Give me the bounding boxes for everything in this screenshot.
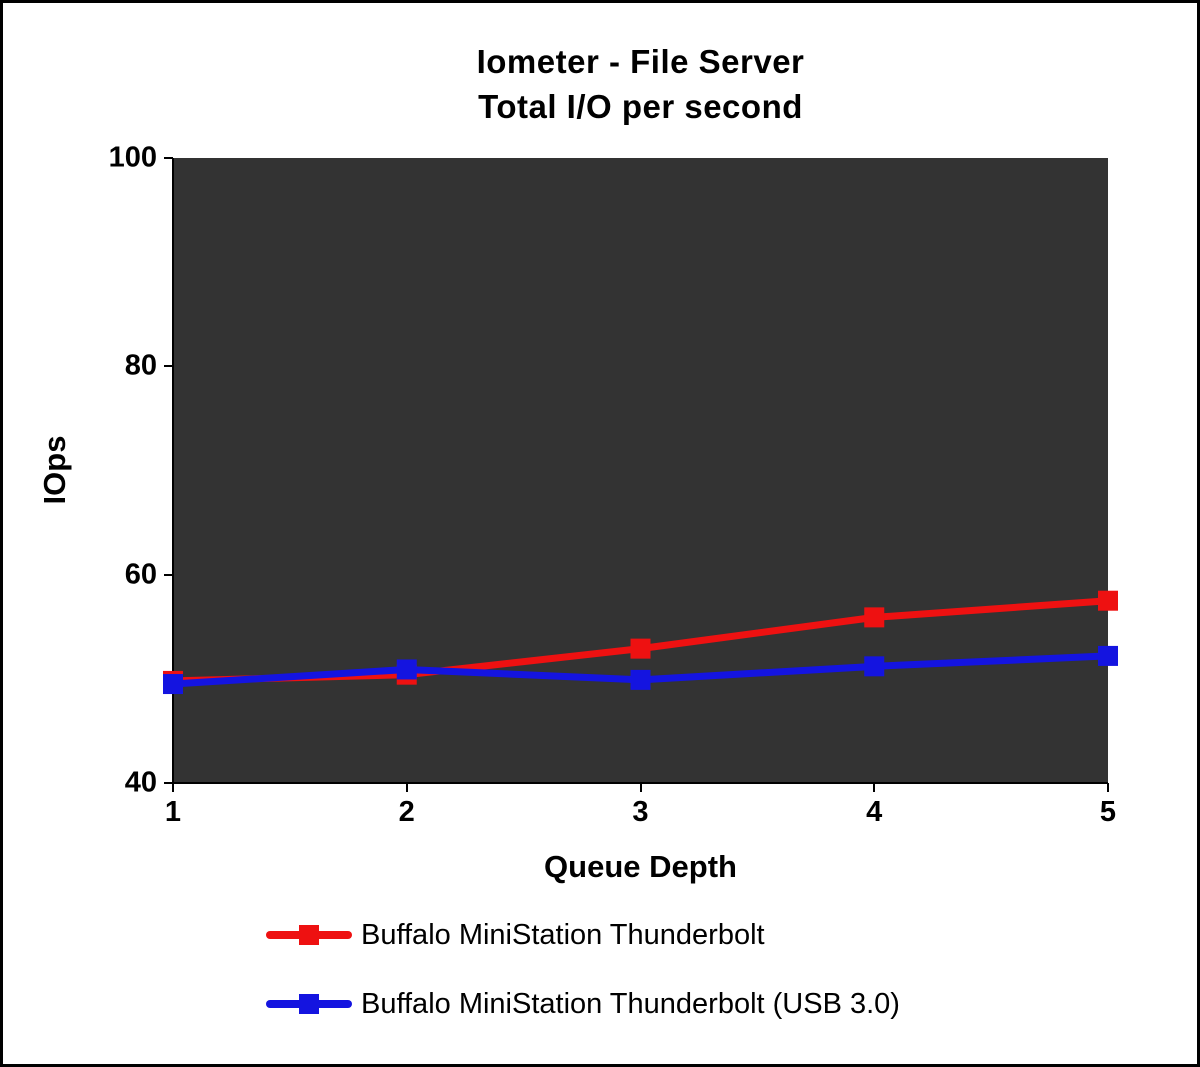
x-tick-label: 3 (632, 796, 649, 828)
x-tick-mark (639, 783, 642, 792)
x-tick-mark (873, 783, 876, 792)
legend-item: Buffalo MiniStation Thunderbolt (USB 3.0… (266, 988, 900, 1020)
x-tick-label: 2 (398, 796, 415, 828)
x-tick-mark (172, 783, 174, 792)
y-tick-label: 40 (124, 766, 157, 799)
y-tick-mark (164, 573, 173, 576)
x-tick-mark (1107, 783, 1109, 792)
line-chart (163, 158, 1118, 784)
plot-area (163, 158, 1118, 784)
x-tick-label: 4 (866, 796, 883, 828)
x-axis-title: Queue Depth (544, 849, 737, 884)
y-tick-label: 80 (124, 349, 157, 382)
legend-square-icon (299, 925, 319, 945)
chart-title-line1: Iometer - File Server (476, 43, 805, 80)
legend-label: Buffalo MiniStation Thunderbolt (361, 918, 765, 951)
legend-marker-icon (266, 923, 352, 947)
y-axis-ticks: 40 60 80 100 (3, 142, 157, 799)
y-tick-label: 60 (124, 558, 157, 591)
legend-square-icon (299, 994, 319, 1014)
y-tick-mark (164, 365, 173, 368)
chart-title-line2: Total I/O per second (478, 88, 803, 125)
x-tick-label: 5 (1099, 796, 1117, 828)
legend-marker-icon (266, 992, 352, 1016)
legend-item: Buffalo MiniStation Thunderbolt (266, 919, 900, 951)
legend-label: Buffalo MiniStation Thunderbolt (USB 3.0… (361, 987, 900, 1020)
legend: Buffalo MiniStation Thunderbolt Buffalo M… (266, 919, 900, 1020)
y-tick-mark (164, 157, 173, 159)
x-axis-ticks: 1 2 3 4 5 (165, 796, 1116, 832)
x-tick-label: 1 (164, 796, 182, 828)
chart-title: Iometer - File Server Total I/O per seco… (173, 39, 1108, 129)
x-tick-mark (405, 783, 408, 792)
y-tick-label: 100 (108, 141, 157, 174)
y-tick-mark (164, 782, 173, 784)
